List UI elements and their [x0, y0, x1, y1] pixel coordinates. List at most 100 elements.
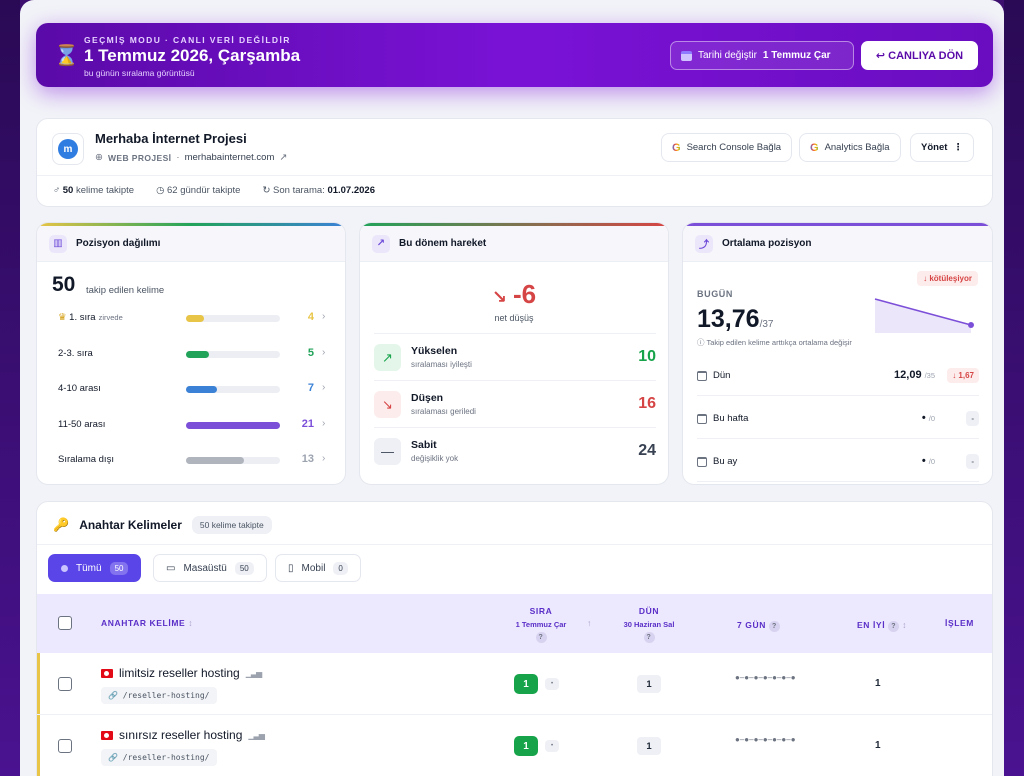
keyword-url[interactable]: 🔗 /reseller-hosting/	[101, 749, 217, 766]
help-icon[interactable]: ?	[535, 632, 547, 643]
search-console-button[interactable]: G Search Console Bağla	[661, 133, 793, 162]
card-header: ⤴ Ortalama pozisyon	[683, 226, 992, 262]
distribution-bar-track	[186, 386, 280, 393]
hourglass-icon: ⌛	[54, 45, 79, 67]
period-average-value: •	[921, 455, 926, 467]
movement-count: 10	[638, 348, 656, 365]
average-position-card: ⤴ Ortalama pozisyon ↓ kötüleşiyor BUGÜN …	[682, 222, 993, 485]
distribution-total: 50	[52, 273, 76, 296]
net-change: ↘ -6	[360, 279, 668, 310]
search-console-label: Search Console Bağla	[686, 142, 782, 153]
movement-count: 16	[638, 395, 656, 412]
tab-all[interactable]: Tümü 50	[48, 554, 142, 582]
current-rank-badge: 1	[514, 674, 538, 694]
tab-desktop[interactable]: ▭ Masaüstü 50	[153, 554, 267, 582]
distribution-label-text: 1. sıra	[69, 312, 96, 323]
turkey-flag-icon	[101, 730, 113, 740]
down-arrow-icon: ↘	[491, 287, 507, 307]
back-to-live-button[interactable]: ↩ CANLIYA DÖN	[861, 41, 978, 70]
help-icon[interactable]: ?	[888, 621, 900, 632]
movement-count: 24	[638, 442, 656, 459]
distribution-tag: zirvede	[98, 313, 123, 322]
calendar-icon	[697, 457, 707, 467]
help-icon[interactable]: ?	[643, 632, 655, 643]
row-checkbox[interactable]	[58, 739, 72, 753]
distribution-row[interactable]: 2-3. sıra 5 ›	[58, 345, 333, 365]
analytics-button[interactable]: G Analytics Bağla	[799, 133, 901, 162]
period-average: •/0	[922, 412, 935, 424]
distribution-bar-fill	[186, 350, 209, 358]
period-average-value: 12,09	[894, 369, 922, 381]
external-link-icon[interactable]: ↗	[279, 152, 288, 163]
analytics-label: Analytics Bağla	[824, 142, 890, 153]
help-icon[interactable]: ?	[768, 621, 780, 632]
average-note: ⓘ Takip edilen kelime arttıkça ortalama …	[697, 338, 852, 347]
distribution-row[interactable]: 4-10 arası 7 ›	[58, 380, 333, 400]
card-accent-bar	[37, 223, 345, 226]
period-label: Dün	[713, 370, 731, 381]
calendar-icon	[697, 414, 707, 424]
seven-day-sparkline: ●–●–●–●–●–●–●	[735, 673, 796, 682]
column-previous[interactable]: DÜN 30 Haziran Sal ?	[609, 606, 689, 643]
today-average-total: /37	[759, 319, 774, 330]
key-icon: 🔑	[53, 517, 70, 532]
table-row[interactable]: limitsiz reseller hosting ▁▃▅ 🔗 /reseller-…	[37, 653, 992, 715]
column-rank-label: SIRA	[529, 606, 553, 616]
distribution-row[interactable]: Sıralama dışı 13 ›	[58, 451, 333, 471]
distribution-label: 11-50 arası	[58, 419, 105, 430]
row-checkbox[interactable]	[58, 677, 72, 691]
distribution-count: 5	[307, 346, 314, 359]
row-accent	[37, 653, 40, 714]
net-change-label: net düşüş	[494, 313, 534, 323]
movement-title: Yükselen	[411, 345, 458, 357]
distribution-bar-track	[186, 421, 280, 429]
select-all-checkbox[interactable]	[58, 616, 72, 630]
column-rank[interactable]: SIRA 1 Temmuz Çar ?	[501, 606, 581, 643]
column-7-days: 7 GÜN ?	[737, 618, 780, 632]
sort-icon[interactable]: ↑	[587, 618, 592, 628]
last-scan-value: 01.07.2026	[327, 185, 375, 196]
today-average: 13,76/37	[697, 305, 773, 334]
chevron-right-icon: ›	[322, 453, 326, 464]
card-title: Ortalama pozisyon	[722, 238, 812, 249]
project-stats: ♂ 50 kelime takipte ◷ 62 gündür takipte …	[53, 185, 375, 196]
distribution-row[interactable]: ♛ 1. sıra zirvede 4 ›	[58, 309, 333, 329]
trend-arrow-icon: ↗	[372, 234, 390, 253]
period-average-total: /0	[928, 414, 935, 423]
movement-icon: —	[374, 438, 401, 465]
period-label: Bu hafta	[713, 413, 749, 424]
period-average-total: /0	[928, 457, 935, 466]
column-keyword[interactable]: ANAHTAR KELİME ↕	[101, 618, 193, 628]
card-header: ▥ Pozisyon dağılımı	[37, 226, 345, 262]
chevron-right-icon: ›	[322, 417, 326, 429]
table-row[interactable]: sınırsız reseller hosting ▁▃▅ 🔗 /reseller-…	[37, 715, 992, 776]
keyword-text: sınırsız reseller hosting	[119, 728, 243, 742]
sparkline-area	[875, 299, 971, 333]
change-date-button[interactable]: Tarihi değiştir 1 Temmuz Çar	[670, 41, 854, 70]
column-best[interactable]: EN İYİ ? ↕	[857, 618, 907, 632]
previous-rank: 1	[637, 675, 661, 693]
column-rank-date: 1 Temmuz Çar	[515, 620, 567, 629]
period-average-total: /35	[924, 371, 935, 380]
sparkline-line	[874, 298, 972, 326]
keyword-url[interactable]: 🔗 /reseller-hosting/	[101, 687, 217, 704]
tab-mobile[interactable]: ▯ Mobil 0	[275, 554, 361, 582]
distribution-bar-track	[186, 350, 280, 358]
desktop-icon: ▭	[166, 562, 176, 574]
rank-change-indicator: •	[545, 740, 559, 752]
project-domain-link[interactable]: merhabainternet.com	[184, 152, 275, 163]
current-rank-badge: 1	[514, 736, 538, 756]
distribution-row[interactable]: 11-50 arası 21 ›	[58, 416, 333, 436]
manage-button[interactable]: Yönet ⋮	[910, 133, 974, 162]
project-name: Merhaba İnternet Projesi	[95, 131, 247, 146]
distribution-label-text: 4-10 arası	[58, 383, 101, 394]
column-7-days-label: 7 GÜN	[737, 620, 766, 630]
column-action: İŞLEM	[945, 618, 974, 628]
project-type: WEB PROJESİ	[107, 152, 172, 163]
movement-icon: ↗	[374, 344, 401, 371]
keywords-card: 🔑 Anahtar Kelimeler 50 kelime takipte Tü…	[36, 501, 993, 776]
last-scan-stat: ↻ Son tarama: 01.07.2026	[262, 185, 375, 196]
distribution-bar-fill	[186, 421, 280, 429]
history-mode-banner: ⌛ GEÇMİŞ MODU · CANLI VERİ DEĞİLDİR 1 Te…	[36, 23, 993, 87]
period-average-value: •	[921, 412, 926, 424]
